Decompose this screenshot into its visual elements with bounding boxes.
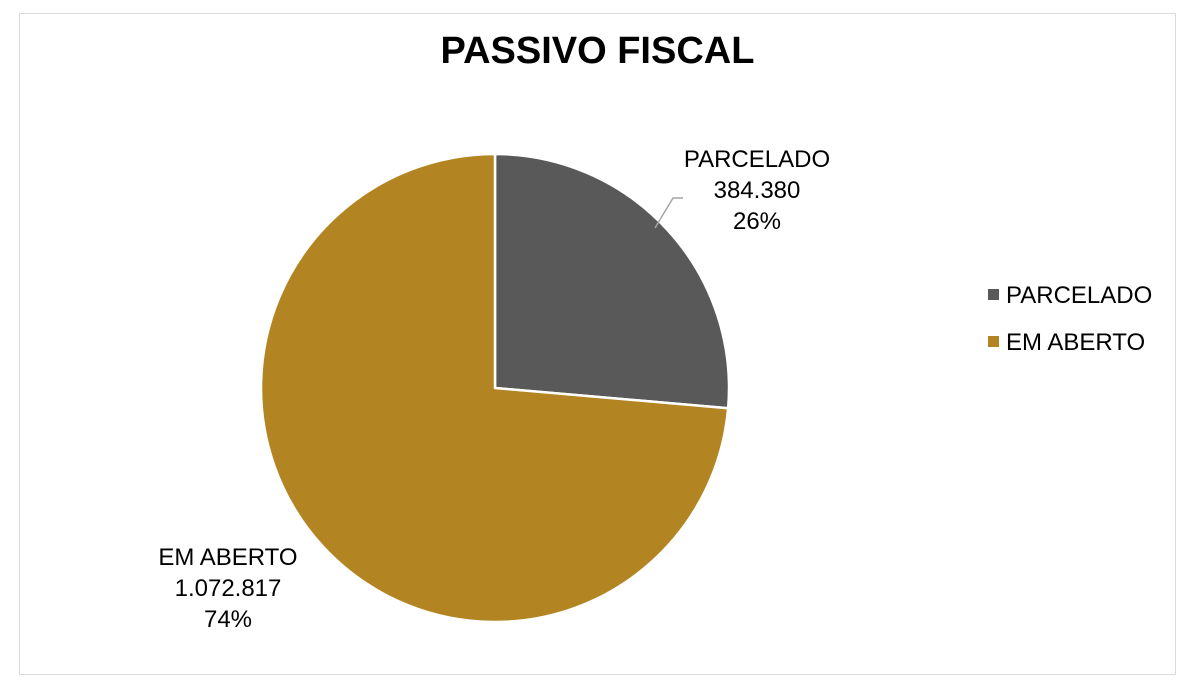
legend-swatch-em-aberto [988,336,999,347]
data-label-em-aberto-name: EM ABERTO [158,544,297,571]
data-label-em-aberto-value: 1.072.817 [175,575,282,602]
legend-label-parcelado: PARCELADO [1006,282,1152,309]
legend-label-em-aberto: EM ABERTO [1006,329,1145,356]
chart-title: PASSIVO FISCAL [440,30,755,72]
data-label-parcelado-value: 384.380 [714,177,801,204]
leader-line-parcelado [654,197,683,229]
legend: PARCELADO EM ABERTO [988,282,1152,356]
data-label-em-aberto-percent: 74% [204,606,252,633]
pie-slice-parcelado [493,152,731,410]
legend-swatch-parcelado [988,289,999,300]
data-label-parcelado-percent: 26% [733,208,781,235]
data-label-parcelado-name: PARCELADO [684,146,830,173]
pie-slice-em-aberto [259,152,730,624]
